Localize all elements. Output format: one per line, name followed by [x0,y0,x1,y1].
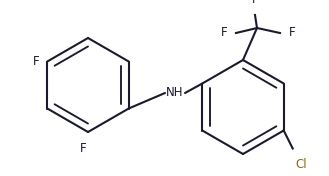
Text: F: F [220,27,227,39]
Text: F: F [33,55,39,68]
Text: F: F [252,0,258,6]
Text: F: F [289,27,296,39]
Text: NH: NH [166,86,184,99]
Text: Cl: Cl [296,159,307,171]
Text: F: F [80,142,86,155]
